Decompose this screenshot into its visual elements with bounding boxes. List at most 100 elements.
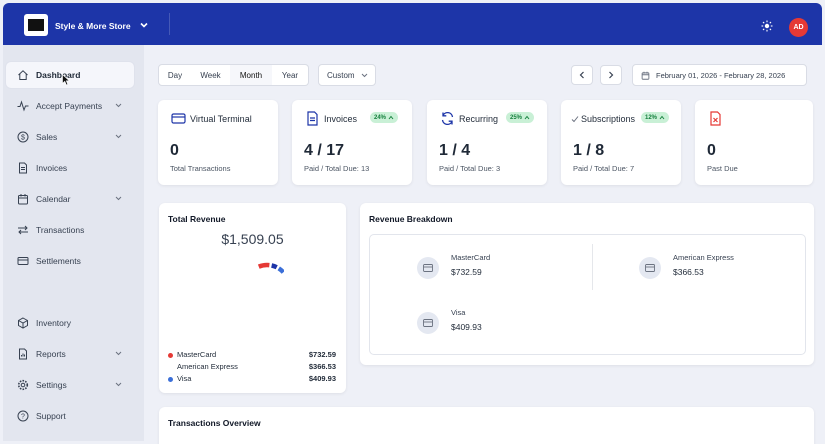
card-icon [417, 312, 439, 334]
kpi-card-invoices[interactable]: Invoices 24% 4 / 17 Paid / Total Due: 13 [292, 100, 412, 185]
kpi-value: 0 [707, 142, 716, 159]
refresh-icon [441, 111, 454, 126]
sun-icon[interactable] [761, 20, 773, 32]
chevron-down-icon [115, 103, 122, 108]
kpi-value: 1 / 8 [573, 142, 605, 159]
arrow-up-icon [388, 115, 394, 120]
breakdown-name: American Express [673, 253, 734, 262]
breakdown-value: $366.53 [673, 267, 704, 277]
mouse-cursor-icon [62, 74, 70, 86]
kpi-card-virtual-terminal[interactable]: Virtual Terminal 0 Total Transactions [158, 100, 278, 185]
document-icon [307, 111, 318, 126]
file-x-icon [710, 111, 721, 126]
sidebar-item-label: Settlements [36, 256, 81, 266]
kpi-title: Invoices [324, 114, 358, 124]
dollar-icon: $ [17, 131, 29, 143]
sidebar-item-transactions[interactable]: Transactions [6, 217, 134, 243]
kpi-badge: 24% [370, 112, 398, 123]
document-icon [19, 162, 27, 174]
total-revenue-amount: $1,509.05 [221, 231, 284, 247]
period-week-button[interactable]: Week [191, 64, 231, 86]
gear-icon [17, 379, 29, 391]
arrow-up-icon [524, 115, 530, 120]
kpi-title: Recurring [459, 114, 499, 124]
topbar-divider [169, 13, 170, 35]
box-icon [18, 317, 28, 329]
sidebar-item-label: Transactions [36, 225, 85, 235]
sidebar-item-support[interactable]: ? Support [6, 403, 134, 429]
breakdown-value: $409.93 [451, 322, 482, 332]
badge-value: 24% [374, 114, 387, 121]
legend-dot [168, 353, 173, 358]
breakdown-panel [369, 234, 806, 355]
chevron-down-icon [361, 73, 368, 78]
top-bar: Style & More Store AD [3, 3, 822, 45]
card-title: Transactions Overview [168, 418, 261, 428]
store-name[interactable]: Style & More Store [55, 21, 131, 31]
legend-item-visa: Visa $409.93 [168, 374, 336, 385]
card-icon [17, 257, 29, 265]
kpi-value: 1 / 4 [439, 142, 471, 159]
pie-slice-mastercard [257, 262, 270, 269]
avatar[interactable]: AD [789, 18, 808, 37]
sidebar-item-invoices[interactable]: Invoices [6, 155, 134, 181]
previous-period-button[interactable] [571, 65, 593, 85]
period-day-button[interactable]: Day [158, 64, 192, 86]
store-logo[interactable] [24, 14, 48, 36]
sidebar-item-dashboard[interactable]: Dashboard [6, 62, 134, 88]
sidebar-item-accept-payments[interactable]: Accept Payments [6, 93, 134, 119]
revenue-pie-chart [257, 262, 284, 274]
sidebar-item-settlements[interactable]: Settlements [6, 248, 134, 274]
sidebar-item-calendar[interactable]: Calendar [6, 186, 134, 212]
custom-period-label: Custom [327, 70, 355, 80]
kpi-subtitle: Past Due [707, 164, 738, 173]
period-month-button[interactable]: Month [230, 64, 273, 86]
period-year-button[interactable]: Year [272, 64, 309, 86]
kpi-title: Virtual Terminal [190, 114, 252, 124]
check-icon [571, 116, 579, 123]
help-icon: ? [17, 410, 29, 422]
chevron-left-icon [579, 71, 584, 79]
sidebar-item-reports[interactable]: Reports [6, 341, 134, 367]
sidebar-item-settings[interactable]: Settings [6, 372, 134, 398]
sidebar-item-label: Dashboard [36, 70, 81, 80]
legend-name: MasterCard [177, 350, 217, 359]
breakdown-value: $732.59 [451, 267, 482, 277]
legend-item-mastercard: MasterCard $732.59 [168, 350, 336, 361]
date-range-text: February 01, 2026 - February 28, 2026 [656, 70, 786, 80]
card-title: Revenue Breakdown [369, 214, 453, 224]
sidebar-item-label: Reports [36, 349, 66, 359]
pie-slice-visa [277, 266, 284, 274]
sidebar-item-inventory[interactable]: Inventory [6, 310, 134, 336]
breakdown-name: MasterCard [451, 253, 491, 262]
home-icon [18, 70, 28, 80]
chevron-down-icon [115, 196, 122, 201]
kpi-value: 4 / 17 [304, 142, 345, 159]
pulse-icon [17, 100, 29, 112]
card-icon [417, 257, 439, 279]
kpi-card-recurring[interactable]: Recurring 25% 1 / 4 Paid / Total Due: 3 [427, 100, 547, 185]
kpi-subtitle: Paid / Total Due: 3 [439, 164, 501, 173]
chevron-down-icon [115, 134, 122, 139]
kpi-card-past-due[interactable]: 0 Past Due [695, 100, 813, 185]
legend-name: American Express [177, 362, 238, 371]
pie-slice-american-express [271, 263, 278, 270]
legend-item-american-express: American Express $366.53 [168, 362, 336, 373]
sidebar-item-sales[interactable]: $ Sales [6, 124, 134, 150]
card-title: Total Revenue [168, 214, 226, 224]
chevron-down-icon [115, 382, 122, 387]
kpi-card-subscriptions[interactable]: Subscriptions 12% 1 / 8 Paid / Total Due… [561, 100, 681, 185]
transactions-overview-card: Transactions Overview [159, 407, 814, 444]
legend-value: $732.59 [308, 350, 336, 359]
card-icon [639, 257, 661, 279]
legend-value: $366.53 [308, 362, 336, 371]
chevron-down-icon[interactable] [139, 20, 149, 30]
custom-period-select[interactable]: Custom [318, 64, 376, 86]
legend-name: Visa [177, 374, 192, 383]
calendar-icon [18, 194, 28, 205]
next-period-button[interactable] [600, 65, 622, 85]
kpi-subtitle: Paid / Total Due: 13 [304, 164, 370, 173]
kpi-badge: 25% [506, 112, 534, 123]
date-range-picker[interactable]: February 01, 2026 - February 28, 2026 [632, 64, 807, 86]
kpi-title: Subscriptions [581, 114, 636, 124]
